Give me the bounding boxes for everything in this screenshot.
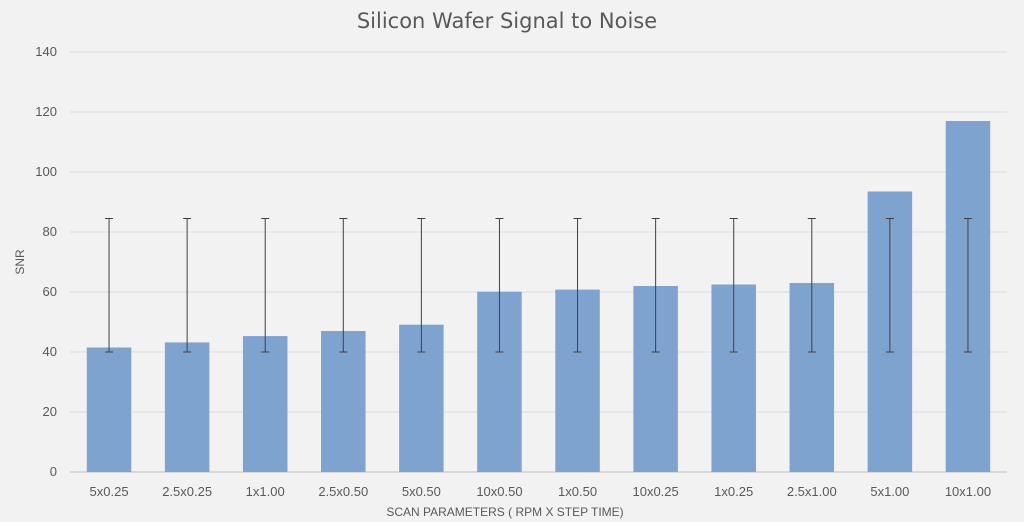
error-bar xyxy=(729,218,738,353)
chart-title: Silicon Wafer Signal to Noise xyxy=(357,9,657,33)
y-tick-label: 0 xyxy=(50,464,57,479)
error-bar xyxy=(417,218,426,353)
error-bars xyxy=(105,218,972,353)
x-tick-label: 10x0.50 xyxy=(476,484,522,499)
x-axis-ticks: 5x0.25 2.5x0.25 1x1.00 2.5x0.50 5x0.50 10x0.5… xyxy=(90,484,992,499)
y-tick-label: 60 xyxy=(43,284,57,299)
x-tick-label: 2.5x0.50 xyxy=(318,484,368,499)
bar xyxy=(321,331,366,472)
x-tick-label: 10x0.25 xyxy=(632,484,678,499)
bar xyxy=(242,336,288,472)
y-axis-ticks: 0 20 40 60 80 100 120 140 xyxy=(35,44,57,479)
y-tick-label: 140 xyxy=(35,44,57,59)
bars xyxy=(86,121,991,472)
error-bar xyxy=(495,218,504,353)
error-bar xyxy=(963,218,972,353)
error-bar xyxy=(183,218,192,353)
gridlines xyxy=(70,51,1007,473)
y-tick-label: 20 xyxy=(43,404,57,419)
y-tick-label: 40 xyxy=(43,344,57,359)
y-tick-label: 100 xyxy=(35,164,57,179)
x-tick-label: 1x0.25 xyxy=(714,484,753,499)
x-tick-label: 1x0.50 xyxy=(558,484,597,499)
error-bar xyxy=(339,218,348,353)
x-tick-label: 5x1.00 xyxy=(870,484,909,499)
x-tick-label: 2.5x1.00 xyxy=(787,484,837,499)
y-tick-label: 80 xyxy=(43,224,57,239)
x-tick-label: 10x1.00 xyxy=(945,484,991,499)
error-bar xyxy=(573,218,582,353)
x-tick-label: 1x1.00 xyxy=(246,484,285,499)
error-bar xyxy=(261,218,270,353)
error-bar xyxy=(105,218,114,353)
x-tick-label: 5x0.50 xyxy=(402,484,441,499)
bar xyxy=(86,347,132,472)
error-bar xyxy=(807,218,816,353)
y-axis-label: SNR xyxy=(13,249,27,275)
x-axis-label: SCAN PARAMETERS ( RPM X STEP TIME) xyxy=(386,505,623,519)
bar xyxy=(164,342,210,472)
x-tick-label: 2.5x0.25 xyxy=(162,484,212,499)
x-tick-label: 5x0.25 xyxy=(90,484,129,499)
error-bar xyxy=(651,218,660,353)
y-tick-label: 120 xyxy=(35,104,57,119)
error-bar xyxy=(885,218,894,353)
